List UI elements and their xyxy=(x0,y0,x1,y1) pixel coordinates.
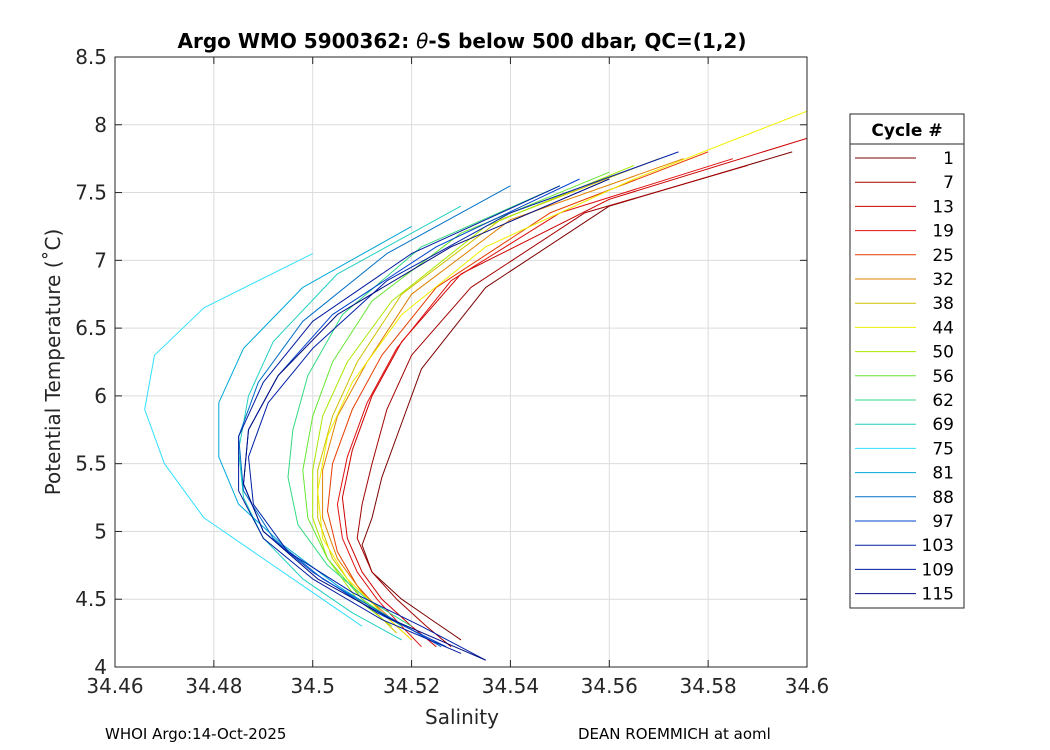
chart-title: Argo WMO 5900362: θ-S below 500 dbar, QC… xyxy=(178,29,747,53)
x-ticks: 34.46 34.48 34.5 34.52 34.54 34.56 34.58 34.6 xyxy=(86,57,829,698)
legend-label: 44 xyxy=(932,318,954,338)
series-line-cycle-25 xyxy=(327,151,709,641)
y-tick-label: 7.5 xyxy=(75,181,107,205)
y-tick-label: 6.5 xyxy=(75,316,107,340)
legend-label: 75 xyxy=(932,439,954,459)
y-tick-label: 4 xyxy=(94,655,107,679)
footer-credit-left: WHOI Argo:14-Oct-2025 xyxy=(105,725,287,743)
series-line-cycle-115 xyxy=(243,178,610,661)
x-axis-label: Salinity xyxy=(425,705,499,729)
y-tick-label: 8.5 xyxy=(75,45,107,69)
legend-label: 19 xyxy=(932,222,954,242)
y-tick-label: 6 xyxy=(94,384,107,408)
y-tick-label: 8 xyxy=(94,113,107,137)
legend-title: Cycle # xyxy=(871,121,942,141)
legend-label: 38 xyxy=(932,294,954,314)
legend-label: 81 xyxy=(932,464,954,484)
legend-label: 62 xyxy=(932,391,954,411)
y-ticks: 4 4.5 5 5.5 6 6.5 7 7.5 8 8.5 xyxy=(75,45,807,679)
plot-frame xyxy=(114,56,808,668)
x-tick-label: 34.56 xyxy=(581,674,638,698)
series-line-cycle-7 xyxy=(356,164,748,648)
series-line-cycle-62 xyxy=(287,185,561,627)
legend-label: 97 xyxy=(932,512,954,532)
legend-label: 50 xyxy=(932,343,954,363)
series-line-cycle-44 xyxy=(317,110,807,641)
legend-label: 115 xyxy=(922,585,954,605)
x-tick-label: 34.52 xyxy=(383,674,440,698)
series-line-cycle-88 xyxy=(238,185,511,648)
x-tick-label: 34.46 xyxy=(86,674,143,698)
legend-label: 7 xyxy=(943,173,954,193)
x-tick-label: 34.54 xyxy=(482,674,539,698)
series-line-cycle-1 xyxy=(361,151,793,641)
legend-label: 88 xyxy=(932,488,954,508)
y-axis-label: Potential Temperature (˚C) xyxy=(41,229,65,496)
series-line-cycle-13 xyxy=(341,137,807,648)
legend-label: 1 xyxy=(943,149,954,169)
plot-area xyxy=(115,57,807,667)
series-line-cycle-75 xyxy=(144,253,363,627)
legend-entries: 1 7 13 19 25 32 38 44 50 56 62 69 75 81 88 97 103 109 115 xyxy=(855,149,954,605)
legend-label: 25 xyxy=(932,246,954,266)
y-tick-label: 5.5 xyxy=(75,452,107,476)
x-tick-label: 34.6 xyxy=(785,674,830,698)
series-line-cycle-69 xyxy=(238,205,462,641)
legend-label: 56 xyxy=(932,367,954,387)
x-tick-label: 34.5 xyxy=(290,674,335,698)
footer-credit-right: DEAN ROEMMICH at aoml xyxy=(578,725,771,743)
series-line-cycle-19 xyxy=(336,158,734,648)
series-line-cycle-109 xyxy=(238,185,561,654)
x-tick-label: 34.48 xyxy=(185,674,242,698)
series-layer xyxy=(144,110,807,661)
legend-label: 103 xyxy=(922,536,954,556)
legend-label: 109 xyxy=(922,560,954,580)
legend-box xyxy=(849,113,965,609)
legend-label: 13 xyxy=(932,197,954,217)
x-tick-label: 34.58 xyxy=(680,674,737,698)
series-line-cycle-50 xyxy=(312,164,635,627)
series-line-cycle-32 xyxy=(322,158,684,620)
y-tick-label: 4.5 xyxy=(75,587,107,611)
legend: Cycle # 1 7 13 19 25 32 38 44 50 56 62 69 75 81 88 97 10… xyxy=(849,113,965,609)
y-tick-label: 5 xyxy=(94,519,107,543)
legend-label: 32 xyxy=(932,270,954,290)
y-tick-label: 7 xyxy=(94,248,107,272)
legend-label: 69 xyxy=(932,415,954,435)
series-line-cycle-103 xyxy=(248,151,679,661)
